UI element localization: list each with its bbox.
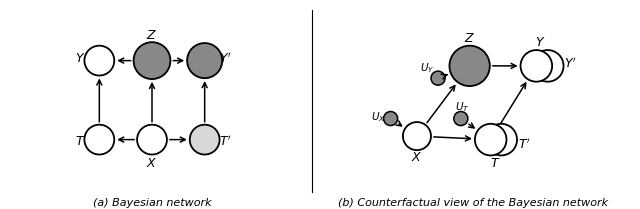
Text: $T'$: $T'$ <box>220 134 232 149</box>
Circle shape <box>187 43 222 78</box>
Circle shape <box>137 125 167 154</box>
Text: $U_X$: $U_X$ <box>371 110 386 124</box>
Text: $T$: $T$ <box>75 135 85 148</box>
Text: $Y$: $Y$ <box>75 52 85 65</box>
Text: $Y'$: $Y'$ <box>220 52 232 66</box>
Text: $U_Y$: $U_Y$ <box>420 61 435 75</box>
Circle shape <box>532 50 564 82</box>
Circle shape <box>485 124 517 155</box>
Circle shape <box>454 112 468 126</box>
Circle shape <box>403 122 431 150</box>
Text: $T'$: $T'$ <box>518 138 531 152</box>
Text: (b) Counterfactual view of the Bayesian network: (b) Counterfactual view of the Bayesian … <box>338 198 608 208</box>
Text: $X$: $X$ <box>147 157 157 170</box>
Circle shape <box>84 125 115 154</box>
Circle shape <box>431 71 445 85</box>
Circle shape <box>84 46 115 75</box>
Text: (a) Bayesian network: (a) Bayesian network <box>93 198 211 208</box>
Text: $Z$: $Z$ <box>464 32 475 45</box>
Circle shape <box>383 112 397 126</box>
Text: $X$: $X$ <box>412 151 422 164</box>
Circle shape <box>520 50 552 82</box>
Circle shape <box>475 124 506 155</box>
Circle shape <box>134 42 170 79</box>
Text: $Z$: $Z$ <box>147 29 157 42</box>
Text: $U_T$: $U_T$ <box>455 100 470 114</box>
Text: $T$: $T$ <box>490 157 500 170</box>
Circle shape <box>189 125 220 154</box>
Text: $Y'$: $Y'$ <box>564 57 577 71</box>
Text: $Y$: $Y$ <box>534 36 545 49</box>
Circle shape <box>449 46 490 86</box>
